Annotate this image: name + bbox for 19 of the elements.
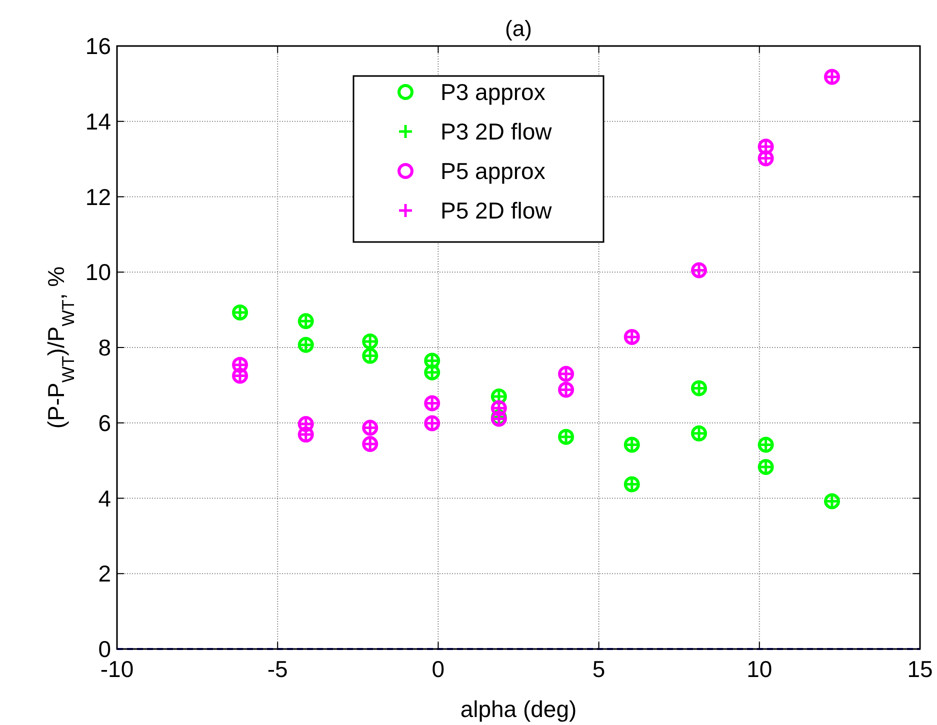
legend-label: P5 approx <box>440 158 546 184</box>
chart-title: (a) <box>505 16 532 41</box>
legend-label: P3 2D flow <box>440 118 552 144</box>
y-tick-label: 16 <box>85 33 111 60</box>
y-tick-label: 12 <box>85 184 111 210</box>
x-tick-label: 10 <box>746 656 772 682</box>
y-tick-label: 4 <box>98 485 112 512</box>
legend-label: P5 2D flow <box>440 198 552 224</box>
x-tick-label: 5 <box>592 656 606 682</box>
y-tick-label: 6 <box>98 410 111 436</box>
y-tick-label: 10 <box>85 259 111 286</box>
x-tick-label: 15 <box>907 656 933 682</box>
y-tick-label: 14 <box>85 108 112 134</box>
legend-label: P3 approx <box>440 79 546 105</box>
x-axis-title: alpha (deg) <box>460 696 577 722</box>
y-tick-label: 2 <box>98 560 111 587</box>
y-tick-label: 8 <box>98 334 111 361</box>
x-tick-label: 0 <box>432 656 445 682</box>
x-tick-label: -5 <box>267 656 288 682</box>
